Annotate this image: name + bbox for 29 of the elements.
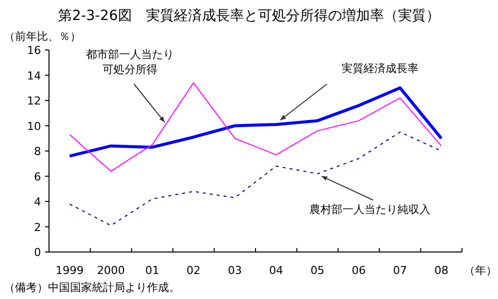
x-tick-label: 2000	[96, 264, 125, 277]
x-tick-label: 04	[269, 264, 284, 277]
text: 実質経済成長率	[342, 62, 418, 75]
y-tick-label: 14	[27, 69, 41, 82]
y-tick-label: 0	[34, 246, 41, 259]
line-series	[69, 82, 442, 172]
x-tick-label: 01	[145, 264, 160, 277]
text: 農村部一人当たり純収入	[310, 203, 430, 216]
x-tick-label: 08	[434, 264, 448, 277]
text: （備考）中国国家統計局より作成。	[4, 281, 180, 294]
series-label: 都市部一人当たり可処分所得	[86, 48, 174, 76]
y-tick-label: 10	[27, 120, 41, 133]
y-tick-label: 6	[34, 170, 41, 184]
y-tick-label: 16	[27, 44, 41, 57]
x-tick-label: 06	[352, 264, 366, 277]
x-axis-title: （年）	[464, 264, 497, 277]
y-tick-label: 8	[34, 145, 41, 158]
x-tick-label: 05	[310, 264, 324, 277]
x-tick-label: 02	[186, 264, 201, 277]
y-tick-label: 4	[34, 196, 41, 208]
x-tick-label: 07	[393, 264, 408, 277]
y-tick-label: 2	[34, 220, 41, 234]
line-series	[69, 132, 442, 226]
line-series	[68, 86, 443, 158]
chart-title: 第2-3-26図 実質経済成長率と可処分所得の増加率（実質）	[58, 7, 440, 24]
x-tick-label: 1999	[56, 264, 84, 277]
x-tick-label: 03	[228, 264, 242, 277]
y-tick-label: 12	[27, 94, 41, 108]
y-axis-title: （前年比、％）	[4, 30, 81, 43]
